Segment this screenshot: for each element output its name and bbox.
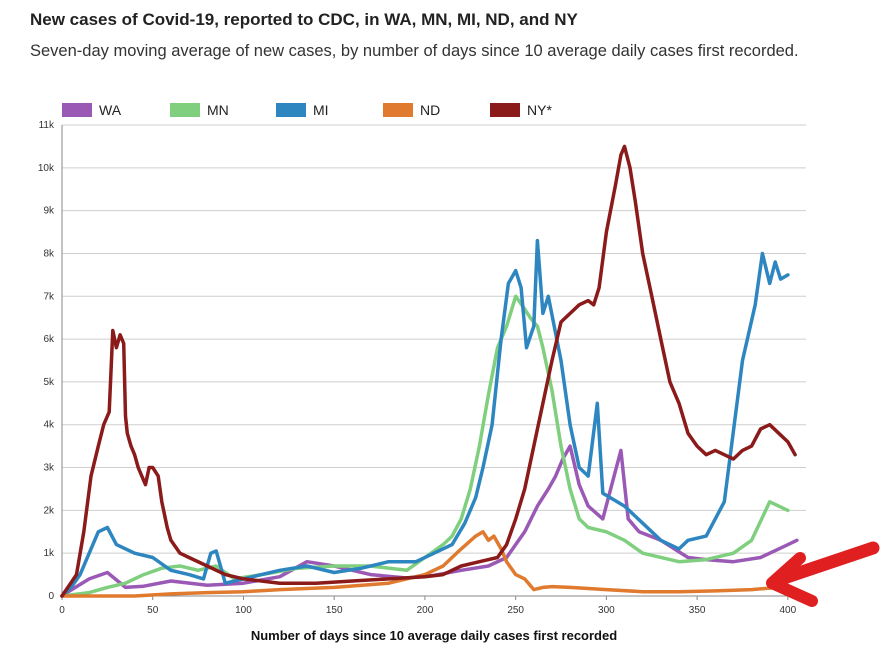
legend-item-nd: ND: [383, 102, 440, 118]
annotation-arrow: [766, 541, 880, 607]
legend-label: NY*: [527, 102, 552, 118]
series-line-mi: [60, 238, 790, 598]
series-line-ny: [60, 144, 797, 598]
y-tick-label: 9k: [43, 206, 55, 217]
y-tick-label: 6k: [43, 334, 55, 345]
y-tick-label: 7k: [43, 291, 55, 302]
x-tick-label: 0: [59, 605, 65, 616]
legend-label: MN: [207, 102, 229, 118]
legend-swatch: [383, 103, 413, 117]
x-tick-label: 150: [326, 605, 343, 616]
legend-label: WA: [99, 102, 122, 118]
y-axis: 0 1k 2k 3k 4k 5k 6k 7k 8k 9k 10k 11k: [38, 120, 55, 602]
y-tick-label: 4k: [43, 420, 55, 431]
legend-swatch: [276, 103, 306, 117]
y-tick-label: 1k: [43, 548, 55, 559]
legend-swatch: [170, 103, 200, 117]
legend-label: MI: [313, 102, 329, 118]
legend-swatch: [62, 103, 92, 117]
legend: WA MN MI ND NY*: [62, 102, 552, 118]
y-tick-label: 10k: [38, 163, 55, 174]
legend-item-ny: NY*: [490, 102, 552, 118]
x-tick-label: 400: [780, 605, 797, 616]
x-tick-label: 200: [417, 605, 434, 616]
y-tick-label: 3k: [43, 463, 55, 474]
y-tick-label: 2k: [43, 505, 55, 516]
y-tick-label: 11k: [39, 120, 55, 131]
x-axis-label: Number of days since 10 average daily ca…: [250, 628, 618, 643]
series-line-nd: [60, 530, 781, 598]
x-tick-label: 100: [235, 605, 252, 616]
arrow-head: [766, 552, 818, 607]
grid: [61, 124, 806, 597]
series-lines: [60, 144, 799, 598]
chart-title: New cases of Covid-19, reported to CDC, …: [30, 10, 578, 29]
arrow-shaft: [771, 541, 880, 587]
legend-swatch: [490, 103, 520, 117]
x-tick-label: 50: [147, 605, 159, 616]
legend-item-wa: WA: [62, 102, 122, 118]
y-tick-label: 0: [48, 591, 54, 602]
x-axis: 0 50 100 150 200 250 300 350 400: [59, 596, 797, 616]
x-tick-label: 250: [507, 605, 524, 616]
chart-subtitle: Seven-day moving average of new cases, b…: [30, 42, 799, 60]
series-line-mn: [60, 294, 790, 598]
x-tick-label: 300: [598, 605, 615, 616]
legend-label: ND: [420, 102, 440, 118]
y-tick-label: 8k: [43, 248, 55, 259]
legend-item-mn: MN: [170, 102, 229, 118]
x-tick-label: 350: [689, 605, 706, 616]
y-tick-label: 5k: [43, 377, 55, 388]
legend-item-mi: MI: [276, 102, 329, 118]
